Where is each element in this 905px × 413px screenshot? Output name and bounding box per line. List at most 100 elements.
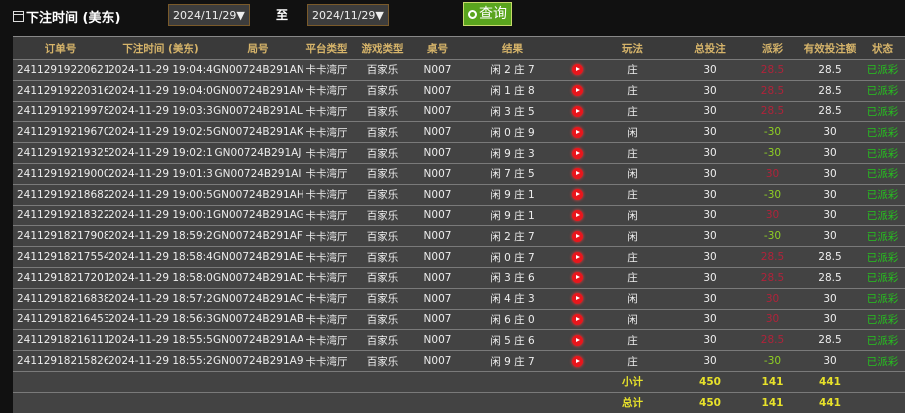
column-header: 游戏类型 [350,36,415,60]
round-id-cell: GN00724B291AK [213,121,303,143]
status-cell: 已派彩 [860,225,905,247]
status-cell: 已派彩 [860,100,905,122]
table-row: 241129192199786 2024-11-29 19:03:31 GN0072… [13,100,905,122]
total-bet-cell: 30 [675,225,745,247]
play-video-icon[interactable] [572,251,583,263]
total-bet-cell: 30 [675,183,745,206]
play-video-icon[interactable] [572,126,583,138]
calendar-icon [13,11,24,22]
table-row: 241129192206215 2024-11-29 19:04:43 GN0072… [13,59,905,81]
order-id-cell: 241129182172017 [13,266,108,289]
bet-time-cell: 2024-11-29 18:57:20 [108,287,213,310]
order-id-cell: 241129192196703 [13,121,108,143]
game-type-cell: 百家乐 [350,350,415,372]
bet-time-cell: 2024-11-29 18:59:24 [108,225,213,247]
bet-time-cell: 2024-11-29 18:58:45 [108,246,213,268]
total-total-bet: 450 [675,391,745,413]
status-cell: 已派彩 [860,142,905,164]
table-no-cell: N007 [415,204,460,226]
play-video-icon[interactable] [572,334,583,346]
play-video-icon[interactable] [572,85,583,97]
play-video-icon[interactable] [572,293,583,305]
play-video-icon[interactable] [572,313,583,325]
filter-label-text: 下注时间 (美东) [26,11,121,26]
result-cell: 闲 9 庄 1 [460,183,565,206]
replay-cell [565,100,590,122]
game-type-cell: 百家乐 [350,162,415,185]
platform-cell: 卡卡湾厅 [303,308,350,330]
to-label: 至 [276,8,289,22]
platform-cell: 卡卡湾厅 [303,121,350,143]
replay-cell [565,142,590,164]
bet-time-cell: 2024-11-29 18:58:04 [108,266,213,289]
bet-time-cell: 2024-11-29 19:04:43 [108,59,213,81]
end-date-select[interactable]: 2024/11/29▼ [307,4,389,26]
round-id-cell: GN00724B291AD [213,266,303,289]
total-row: 总计 450 141 441 [13,391,905,413]
table-no-cell: N007 [415,142,460,164]
table-row: 241129192193252 2024-11-29 19:02:16 GN0072… [13,142,905,164]
valid-bet-cell: 30 [800,308,860,330]
status-cell: 已派彩 [860,79,905,102]
status-cell: 已派彩 [860,162,905,185]
game-type-cell: 百家乐 [350,142,415,164]
play-video-icon[interactable] [572,355,583,367]
result-cell: 闲 7 庄 5 [460,162,565,185]
play-video-icon[interactable] [572,168,583,180]
table-row: 241129182175542 2024-11-29 18:58:45 GN0072… [13,246,905,268]
total-bet-cell: 30 [675,79,745,102]
round-id-cell: GN00724B291AF [213,225,303,247]
status-cell: 已派彩 [860,308,905,330]
valid-bet-cell: 28.5 [800,59,860,81]
start-date-select[interactable]: 2024/11/29▼ [168,4,250,26]
total-bet-cell: 30 [675,266,745,289]
platform-cell: 卡卡湾厅 [303,204,350,226]
query-button[interactable]: 查询 [463,2,512,26]
result-cell: 闲 2 庄 7 [460,59,565,81]
order-id-cell: 241129192193252 [13,142,108,164]
play-video-icon[interactable] [572,64,583,76]
status-cell: 已派彩 [860,59,905,81]
table-no-cell: N007 [415,100,460,122]
play-video-icon[interactable] [572,272,583,284]
replay-cell [565,308,590,330]
game-type-cell: 百家乐 [350,79,415,102]
total-bet-cell: 30 [675,100,745,122]
order-id-cell: 241129182164536 [13,308,108,330]
valid-bet-cell: 28.5 [800,266,860,289]
column-header: 玩法 [590,36,675,60]
bet-time-cell: 2024-11-29 19:00:10 [108,204,213,226]
bet-type-cell: 闲 [590,308,675,330]
total-bet-cell: 30 [675,162,745,185]
payout-cell: 28.5 [745,79,800,102]
search-icon [468,9,477,19]
column-header: 局号 [213,36,303,60]
replay-cell [565,79,590,102]
table-row: 241129182179089 2024-11-29 18:59:24 GN0072… [13,225,905,247]
table-no-cell: N007 [415,287,460,310]
order-id-cell: 241129192203165 [13,79,108,102]
play-video-icon[interactable] [572,230,583,242]
total-payout: 141 [745,391,800,413]
total-bet-cell: 30 [675,121,745,143]
bet-time-cell: 2024-11-29 19:01:34 [108,162,213,185]
platform-cell: 卡卡湾厅 [303,59,350,81]
play-video-icon[interactable] [572,105,583,117]
game-type-cell: 百家乐 [350,329,415,351]
round-id-cell: GN00724B291AI [213,162,303,185]
play-video-icon[interactable] [572,209,583,221]
payout-cell: 30 [745,204,800,226]
table-header: 订单号 下注时间 (美东) 局号 平台类型 游戏类型 桌号 结果 玩法 总投注 派彩 有效投注额 状态 [13,36,905,60]
total-label: 总计 [590,391,675,413]
result-cell: 闲 0 庄 7 [460,246,565,268]
table-row: 241129182164536 2024-11-29 18:56:38 GN0072… [13,308,905,330]
game-type-cell: 百家乐 [350,59,415,81]
play-video-icon[interactable] [572,147,583,159]
play-video-icon[interactable] [572,189,583,201]
valid-bet-cell: 30 [800,350,860,372]
replay-cell [565,287,590,310]
status-cell: 已派彩 [860,204,905,226]
valid-bet-cell: 30 [800,287,860,310]
platform-cell: 卡卡湾厅 [303,329,350,351]
game-type-cell: 百家乐 [350,183,415,206]
